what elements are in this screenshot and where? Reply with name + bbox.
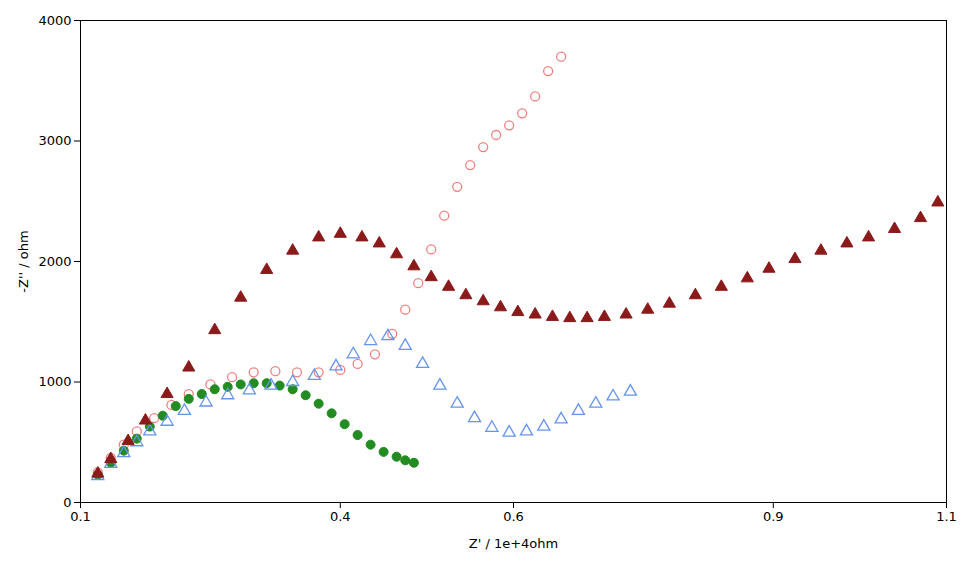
- svg-text:0.9: 0.9: [763, 509, 784, 524]
- svg-text:0: 0: [63, 495, 71, 510]
- svg-text:-Z'' / ohm: -Z'' / ohm: [16, 230, 31, 292]
- svg-text:0.6: 0.6: [503, 509, 524, 524]
- svg-text:3000: 3000: [38, 133, 71, 148]
- svg-text:4000: 4000: [38, 13, 71, 28]
- svg-text:2000: 2000: [38, 254, 71, 269]
- svg-text:0.1: 0.1: [70, 509, 91, 524]
- svg-text:1000: 1000: [38, 374, 71, 389]
- svg-text:1.1: 1.1: [936, 509, 957, 524]
- svg-text:0.4: 0.4: [330, 509, 351, 524]
- svg-text:Z' / 1e+4ohm: Z' / 1e+4ohm: [469, 536, 558, 551]
